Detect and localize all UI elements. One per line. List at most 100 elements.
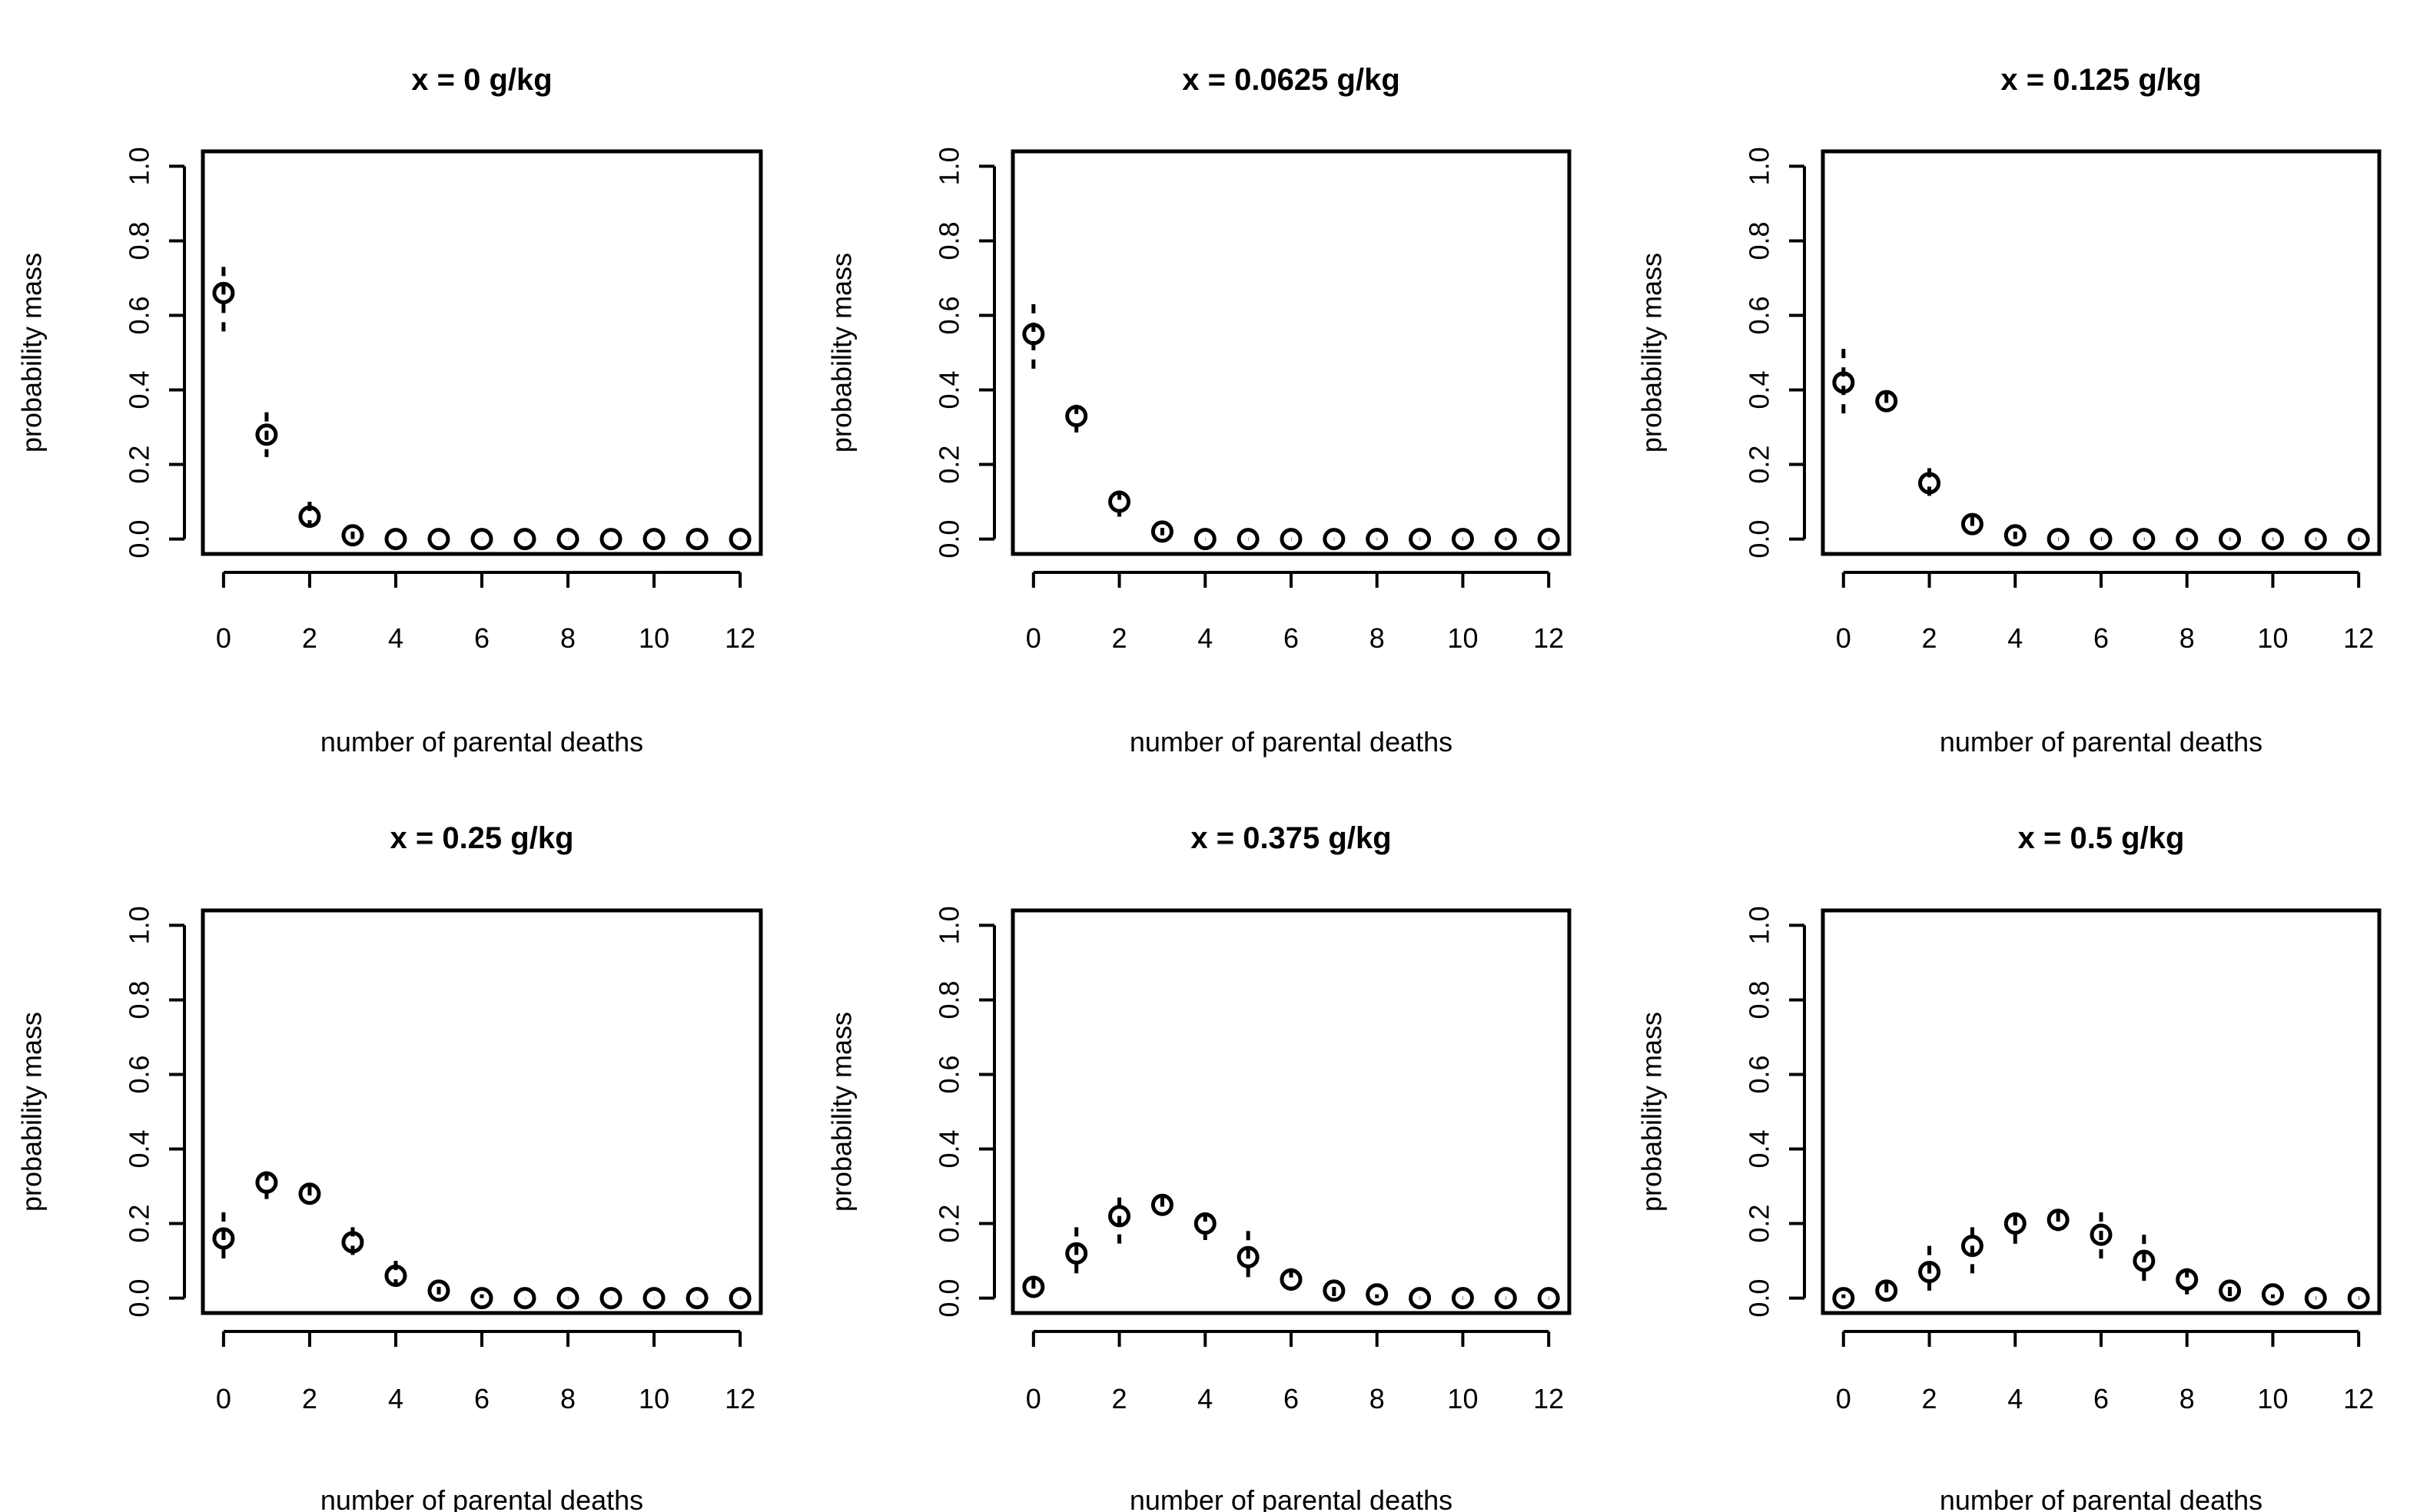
- point-4: [2003, 524, 2027, 547]
- x-tick-label: 4: [1197, 622, 1213, 654]
- y-tick-label: 0.8: [124, 980, 155, 1019]
- point-12: [729, 1287, 752, 1310]
- x-tick-label: 2: [1112, 622, 1127, 654]
- point-5: [1237, 1245, 1260, 1268]
- y-tick-label: 0.6: [124, 296, 155, 334]
- point-9: [2219, 528, 2242, 551]
- point-5: [427, 1279, 450, 1302]
- x-tick-label: 0: [1836, 622, 1851, 654]
- x-tick-label: 0: [216, 622, 231, 654]
- point-4: [384, 528, 407, 551]
- x-tick-label: 0: [1026, 1383, 1041, 1414]
- point-8: [1366, 528, 1389, 551]
- x-tick-label: 12: [2343, 1383, 2374, 1414]
- y-tick-label: 0.6: [124, 1055, 155, 1093]
- point-8: [2176, 528, 2199, 551]
- y-axis-label: probability mass: [826, 253, 858, 453]
- y-tick-label: 0.0: [934, 520, 965, 559]
- x-tick-label: 2: [1922, 1383, 1937, 1414]
- x-tick-label: 0: [1836, 1383, 1851, 1414]
- point-8: [2176, 1268, 2199, 1291]
- chart-title: x = 0.25 g/kg: [390, 821, 573, 855]
- plot-frame: [1011, 908, 1572, 1315]
- y-tick-label: 0.6: [934, 1055, 965, 1093]
- y-tick-label: 0.8: [1744, 980, 1775, 1019]
- point-2: [1918, 472, 1941, 495]
- point-2: [298, 505, 321, 528]
- point-0: [1832, 371, 1855, 394]
- x-tick-label: 10: [2257, 622, 2288, 654]
- y-tick-label: 0.0: [1744, 1279, 1775, 1318]
- x-tick-label: 4: [1197, 1383, 1213, 1414]
- y-tick-label: 0.6: [1744, 296, 1775, 334]
- y-axis-label: probability mass: [16, 253, 48, 453]
- x-axis-label: number of parental deaths: [1130, 1484, 1452, 1512]
- y-axis-label: probability mass: [826, 1012, 858, 1212]
- panel-2: x = 0.0625 g/kg 0 2 4 6 8 10 12 0.0 0.2 0.4 0.6 0.8 1…: [826, 63, 1572, 758]
- y-tick-label: 0.8: [124, 221, 155, 260]
- point-2: [1108, 490, 1131, 513]
- point-3: [341, 1231, 364, 1254]
- x-tick-label: 8: [560, 1383, 576, 1414]
- point-10: [1451, 1287, 1474, 1310]
- y-tick-label: 0.8: [934, 980, 965, 1019]
- y-tick-label: 0.4: [934, 1129, 965, 1168]
- point-6: [470, 528, 493, 551]
- y-tick-label: 0.2: [1744, 1205, 1775, 1243]
- point-1: [255, 1171, 278, 1194]
- y-tick-label: 0.4: [934, 370, 965, 409]
- y-tick-label: 0.2: [1744, 446, 1775, 484]
- x-tick-label: 2: [302, 1383, 317, 1414]
- x-tick-label: 8: [1369, 1383, 1385, 1414]
- y-tick-label: 0.2: [934, 446, 965, 484]
- plot-frame: [1821, 908, 2382, 1315]
- point-12: [2347, 528, 2370, 551]
- point-12: [1537, 1287, 1560, 1310]
- point-1: [1875, 1279, 1898, 1302]
- x-tick-label: 6: [2093, 1383, 2109, 1414]
- point-0: [212, 1227, 235, 1250]
- x-tick-label: 6: [1283, 622, 1299, 654]
- point-11: [2304, 528, 2327, 551]
- y-tick-label: 0.6: [934, 296, 965, 334]
- point-1: [1875, 390, 1898, 413]
- chart-title: x = 0.125 g/kg: [2000, 63, 2201, 97]
- y-tick-label: 0.0: [124, 520, 155, 559]
- point-12: [2347, 1287, 2370, 1310]
- point-2: [298, 1182, 321, 1205]
- x-tick-label: 10: [1447, 622, 1478, 654]
- point-9: [1409, 528, 1432, 551]
- point-9: [599, 528, 622, 551]
- panel-1: x = 0 g/kg 0 2 4 6 8 10 12 0.0 0.2 0.4 0.6 0.8 1.0 num…: [16, 63, 763, 758]
- chart-title: x = 0.375 g/kg: [1190, 821, 1391, 855]
- point-5: [2047, 1209, 2070, 1232]
- y-tick-label: 1.0: [124, 147, 155, 185]
- y-tick-label: 0.8: [1744, 221, 1775, 260]
- y-tick-label: 1.0: [1744, 147, 1775, 185]
- point-7: [1323, 528, 1346, 551]
- point-2: [1918, 1261, 1941, 1284]
- x-tick-label: 10: [639, 1383, 669, 1414]
- point-8: [556, 528, 579, 551]
- point-5: [2047, 528, 2070, 551]
- point-10: [2261, 528, 2284, 551]
- y-tick-label: 0.4: [1744, 1129, 1775, 1168]
- point-4: [1193, 1212, 1217, 1235]
- y-tick-label: 0.2: [124, 446, 155, 484]
- x-tick-label: 8: [2179, 1383, 2195, 1414]
- y-tick-label: 1.0: [124, 906, 155, 944]
- panel-4: x = 0.25 g/kg 0 2 4 6 8 10 12 0.0 0.2 0.4 0.6 0.8 1.0…: [16, 821, 763, 1512]
- y-tick-label: 0.2: [934, 1205, 965, 1243]
- y-tick-label: 0.2: [124, 1205, 155, 1243]
- x-tick-label: 2: [1922, 622, 1937, 654]
- y-tick-label: 0.4: [1744, 370, 1775, 409]
- x-tick-label: 2: [302, 622, 317, 654]
- y-tick-label: 0.6: [1744, 1055, 1775, 1093]
- point-3: [1150, 1193, 1173, 1216]
- x-axis-label: number of parental deaths: [1130, 726, 1452, 758]
- y-tick-label: 0.0: [124, 1279, 155, 1318]
- chart-title: x = 0.5 g/kg: [2018, 821, 2185, 855]
- y-tick-label: 0.4: [124, 1129, 155, 1168]
- point-6: [470, 1287, 493, 1310]
- point-1: [1065, 404, 1088, 427]
